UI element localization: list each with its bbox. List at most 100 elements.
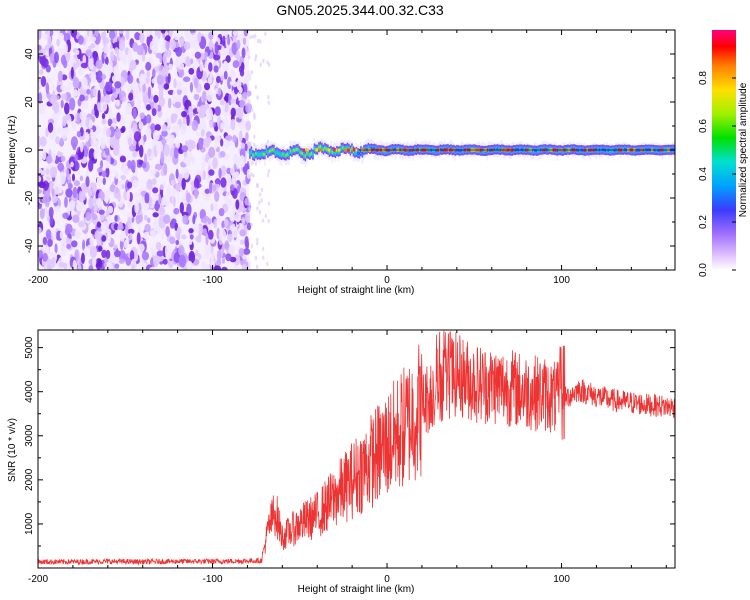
heatmap-noise-cell xyxy=(151,177,157,186)
heatmap-band-core xyxy=(289,149,292,153)
heatmap-noise-cell xyxy=(46,258,53,270)
heatmap-noise-cell xyxy=(159,54,163,64)
heatmap-noise-cell xyxy=(225,55,231,63)
heatmap-noise-cell xyxy=(238,247,245,257)
heatmap-band-core xyxy=(270,149,272,153)
snr-series-group xyxy=(38,330,675,566)
heatmap-noise-cell xyxy=(238,86,243,94)
heatmap-noise-cell xyxy=(109,30,116,40)
heatmap-band-peak xyxy=(319,148,322,152)
heatmap-band-core xyxy=(496,147,499,151)
heatmap-noise-cell xyxy=(63,43,68,54)
heatmap-noise-cell xyxy=(193,59,198,70)
heatmap-band-core xyxy=(285,154,287,158)
heatmap-noise-cell xyxy=(95,258,103,270)
heatmap-noise-cell xyxy=(185,56,190,62)
heatmap-noise-cell xyxy=(114,263,120,269)
heatmap-noise-cell xyxy=(149,196,153,208)
heatmap-noise-cell xyxy=(70,66,74,79)
heatmap-noise-cell xyxy=(169,30,174,37)
heatmap-noise-cell xyxy=(67,81,73,91)
heatmap-band-peak xyxy=(344,148,347,152)
heatmap-noise-cell xyxy=(117,224,124,231)
heatmap-noise-cell xyxy=(152,187,159,194)
heatmap-band-core xyxy=(610,149,613,153)
heatmap-noise-cell xyxy=(188,228,194,234)
heatmap-noise-cell xyxy=(88,265,94,270)
heatmap-noise-cell xyxy=(213,65,219,73)
heatmap-noise-cell xyxy=(125,102,133,116)
heatmap-noise-cell xyxy=(181,86,189,95)
heatmap-noise-cell xyxy=(169,39,176,51)
colorbar-tick-label: 0.6 xyxy=(698,119,709,133)
heatmap-noise-cell xyxy=(224,174,232,187)
heatmap-noise-cell xyxy=(266,139,270,145)
heatmap-noise-cell xyxy=(97,246,103,252)
heatmap-noise-cell xyxy=(210,261,216,267)
heatmap-noise-cell xyxy=(143,203,150,210)
heatmap-noise-cell xyxy=(178,62,185,70)
heatmap-noise-cell xyxy=(107,232,111,244)
heatmap-noise-cell xyxy=(262,255,265,260)
heatmap-noise-cell xyxy=(89,128,94,136)
heatmap-noise-cell xyxy=(214,106,221,117)
heatmap-noise-cell xyxy=(201,90,207,103)
heatmap-noise-cell xyxy=(171,218,177,224)
heatmap-noise-cell xyxy=(259,192,262,197)
heatmap-noise-cell xyxy=(70,161,74,168)
heatmap-band-core xyxy=(519,147,521,151)
heatmap-noise-cell xyxy=(95,109,99,119)
heatmap-noise-cell xyxy=(208,146,216,158)
heatmap-noise-cell xyxy=(163,196,171,207)
heatmap-noise-cell xyxy=(232,30,239,37)
heatmap-noise-cell xyxy=(100,100,108,112)
heatmap-noise-cell xyxy=(163,214,171,224)
heatmap-noise-cell xyxy=(253,33,257,39)
heatmap-noise-cell xyxy=(152,219,159,232)
heatmap-band-peak xyxy=(334,148,338,152)
heatmap-noise-cell xyxy=(152,35,159,47)
spectrogram-y-tick-label: -20 xyxy=(24,190,35,205)
heatmap-noise-cell xyxy=(79,94,85,102)
heatmap-band-peak xyxy=(333,148,336,152)
heatmap-noise-cell xyxy=(89,235,95,247)
heatmap-noise-cell xyxy=(207,76,213,84)
heatmap-noise-cell xyxy=(45,82,50,95)
heatmap-noise-region xyxy=(38,30,271,270)
heatmap-noise-cell xyxy=(47,35,52,49)
spectrogram-y-tick-label: -40 xyxy=(24,238,35,253)
heatmap-noise-cell xyxy=(129,250,135,261)
heatmap-noise-cell xyxy=(74,153,78,163)
heatmap-band-core xyxy=(520,147,523,151)
heatmap-noise-cell xyxy=(260,198,263,203)
heatmap-noise-cell xyxy=(231,173,236,185)
heatmap-noise-cell xyxy=(38,30,42,40)
heatmap-noise-cell xyxy=(223,84,228,95)
heatmap-noise-cell xyxy=(58,171,66,185)
heatmap-band-core xyxy=(399,147,401,151)
heatmap-noise-cell xyxy=(72,62,77,71)
spectrogram-x-tick-label: 0 xyxy=(384,275,390,286)
heatmap-noise-cell xyxy=(241,263,248,270)
heatmap-noise-cell xyxy=(235,199,240,210)
heatmap-noise-cell xyxy=(108,106,113,119)
heatmap-noise-cell xyxy=(173,31,180,41)
heatmap-noise-cell xyxy=(260,187,264,193)
heatmap-noise-cell xyxy=(208,62,213,72)
heatmap-noise-cell xyxy=(121,125,126,133)
heatmap-noise-cell xyxy=(218,167,222,179)
heatmap-noise-cell xyxy=(230,107,236,118)
heatmap-noise-cell xyxy=(88,57,94,70)
heatmap-band-core xyxy=(349,148,352,152)
heatmap-noise-cell xyxy=(40,76,47,87)
heatmap-noise-cell xyxy=(136,77,140,84)
heatmap-noise-cell xyxy=(204,60,210,71)
heatmap-noise-cell xyxy=(69,200,76,210)
heatmap-noise-cell xyxy=(197,234,202,243)
heatmap-noise-cell xyxy=(219,75,225,81)
heatmap-band-core xyxy=(249,152,251,156)
heatmap-noise-cell xyxy=(114,81,122,89)
heatmap-noise-cell xyxy=(86,30,90,37)
heatmap-noise-cell xyxy=(175,139,181,149)
heatmap-noise-cell xyxy=(104,192,109,204)
